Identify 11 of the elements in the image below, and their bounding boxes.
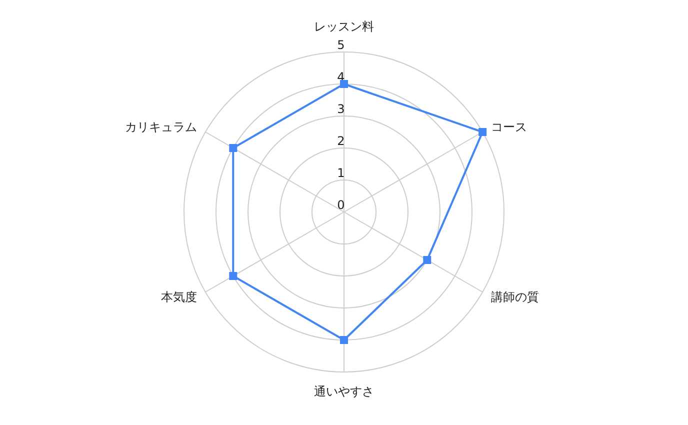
y-tick-label: 0: [337, 198, 345, 212]
spoke-label: カリキュラム: [125, 120, 198, 134]
y-tick-label: 5: [337, 38, 345, 52]
spoke-label: 本気度: [161, 290, 198, 304]
y-tick-label: 3: [337, 102, 345, 116]
spoke-label: 講師の質: [490, 290, 539, 304]
spoke-label: レッスン料: [314, 19, 374, 34]
spoke-label: 通いやすさ: [314, 384, 374, 399]
y-tick-label: 2: [337, 134, 345, 148]
y-tick-label: 1: [337, 166, 345, 180]
spoke-label: コース: [490, 120, 527, 134]
